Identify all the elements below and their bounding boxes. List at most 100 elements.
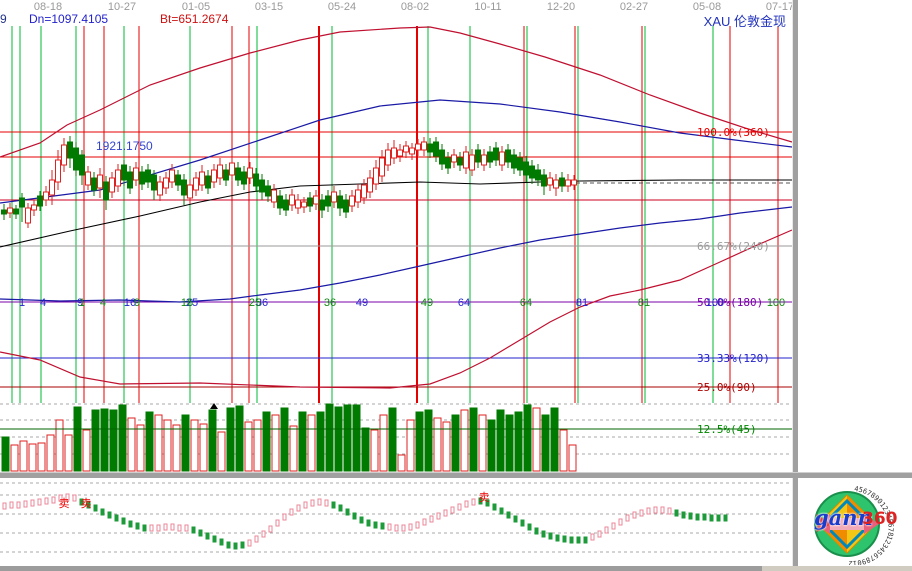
candle-body xyxy=(151,174,157,191)
volume-bar xyxy=(109,409,118,472)
candle-body xyxy=(343,199,349,213)
square-number-green: 4 xyxy=(100,297,106,309)
volume-bar xyxy=(370,429,379,472)
candle-body xyxy=(25,207,31,224)
volume-bar xyxy=(559,429,568,472)
oscillator-bar xyxy=(527,523,532,531)
oscillator-bar xyxy=(688,512,693,520)
oscillator-bar xyxy=(555,534,560,542)
square-number-blue: 4 xyxy=(40,297,46,309)
oscillator-bar xyxy=(709,514,714,522)
square-number-blue: 36 xyxy=(256,297,268,309)
volume-bar xyxy=(424,409,433,472)
marked-high-price-label: 1921.1750 xyxy=(96,139,153,153)
volume-bar xyxy=(19,440,28,472)
volume-bar xyxy=(478,414,487,472)
oscillator-bar xyxy=(562,535,567,543)
volume-bar xyxy=(460,409,469,472)
candle-body xyxy=(541,174,547,187)
volume-bar xyxy=(271,414,280,472)
oscillator-bar xyxy=(534,527,539,535)
volume-bar xyxy=(37,442,46,472)
candle-body xyxy=(211,169,217,183)
volume-bar xyxy=(280,407,289,472)
candle-body xyxy=(187,184,193,199)
logo-pink-arrow-right xyxy=(864,514,879,534)
candle-body xyxy=(241,171,247,185)
volume-bar xyxy=(433,417,442,472)
candle-body xyxy=(553,179,559,189)
volume-bar xyxy=(253,419,262,472)
oscillator-bar xyxy=(9,501,14,509)
oscillator-bar xyxy=(72,494,77,502)
candle-body xyxy=(79,154,85,176)
black-ma xyxy=(0,179,792,248)
candle-body xyxy=(43,191,49,201)
volume-bar xyxy=(451,414,460,472)
oscillator-bar xyxy=(149,524,154,532)
candle-body xyxy=(307,197,313,207)
sell-signal-label: 卖 xyxy=(59,497,70,510)
volume-bar xyxy=(28,443,37,472)
oscillator-bar xyxy=(170,523,175,531)
candle-body xyxy=(355,189,361,203)
candle-body xyxy=(523,161,529,176)
oscillator-bar xyxy=(23,500,28,508)
candle-body xyxy=(373,167,379,185)
oscillator-bar xyxy=(128,520,133,528)
bottom-edge-segment xyxy=(762,566,912,571)
oscillator-bar xyxy=(205,532,210,540)
candle-body xyxy=(295,199,301,209)
square-number-green: 25 xyxy=(249,297,261,309)
oscillator-bar xyxy=(625,514,630,522)
volume-bar xyxy=(568,444,577,472)
date-axis-label: 07-17 xyxy=(766,1,794,13)
oscillator-bar xyxy=(492,503,497,511)
oscillator-bar xyxy=(618,518,623,526)
candle-body xyxy=(517,157,523,171)
candle-body xyxy=(271,189,277,203)
gann-grid xyxy=(0,26,792,553)
volume-bar xyxy=(397,454,406,472)
oscillator-bar xyxy=(723,514,728,522)
candle-body xyxy=(223,169,229,181)
date-axis-label: 05-08 xyxy=(693,1,721,13)
oscillator-bar xyxy=(289,508,294,516)
candle-body xyxy=(181,179,187,196)
volume-bar xyxy=(154,414,163,472)
date-axis-label: 03-15 xyxy=(255,1,283,13)
oscillator-bar xyxy=(86,501,91,509)
candle-body xyxy=(139,171,145,185)
oscillator-bar xyxy=(464,500,469,508)
date-axis-label: 08-02 xyxy=(401,1,429,13)
oscillator-bar xyxy=(156,524,161,532)
vertical-pane-divider[interactable] xyxy=(792,0,798,571)
candle-body xyxy=(319,199,325,211)
oscillator-bar xyxy=(226,541,231,549)
candle-body xyxy=(469,154,475,171)
oscillator-bar xyxy=(373,521,378,529)
oscillator-bar xyxy=(548,532,553,540)
logo-red-triangle xyxy=(817,514,831,532)
volume-bar xyxy=(298,411,307,472)
candle-body xyxy=(85,171,91,186)
candle-body xyxy=(445,157,451,169)
horizontal-pane-divider[interactable] xyxy=(0,472,912,478)
oscillator-bar xyxy=(674,509,679,517)
oscillator-bar xyxy=(639,509,644,517)
oscillator-bar xyxy=(541,530,546,538)
volume-bar xyxy=(172,424,181,472)
oscillator-bar xyxy=(702,513,707,521)
oscillator-bar xyxy=(240,541,245,549)
logo-orange-triangle-bottom xyxy=(818,524,847,553)
volume-bar xyxy=(388,407,397,472)
candle-body xyxy=(277,195,283,209)
volume-bar xyxy=(523,404,532,472)
symbol-title: XAU 伦敦金现 xyxy=(703,14,786,29)
volume-bar xyxy=(505,414,514,472)
square-number-green: 100 xyxy=(767,297,785,309)
volume-bar xyxy=(352,404,361,472)
volume-bar xyxy=(127,417,136,472)
volume-bar xyxy=(532,407,541,472)
